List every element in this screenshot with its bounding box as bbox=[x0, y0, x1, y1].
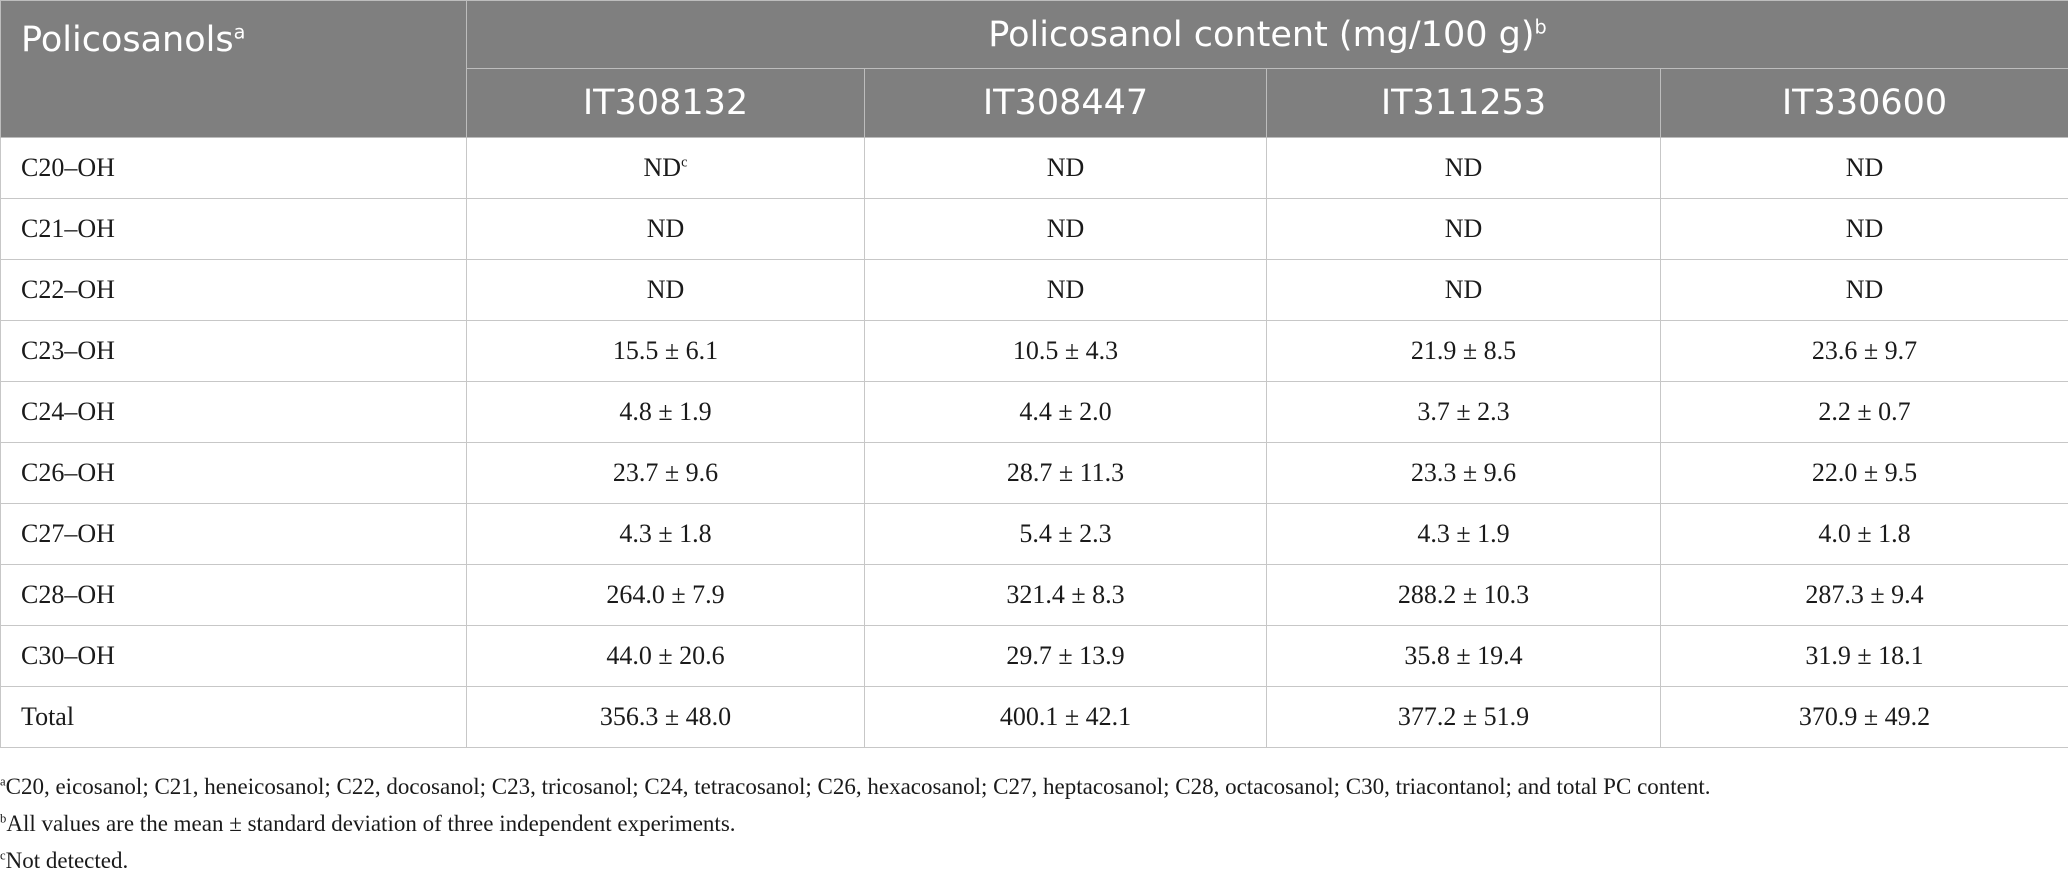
table-cell: 4.3 ± 1.8 bbox=[466, 503, 865, 565]
table-cell: 4.8 ± 1.9 bbox=[466, 381, 865, 443]
row-label: C27–OH bbox=[0, 503, 467, 565]
row-label: C23–OH bbox=[0, 320, 467, 382]
row-label: C26–OH bbox=[0, 442, 467, 504]
table-cell: ND bbox=[1660, 137, 2068, 199]
table-row: C30–OH 44.0 ± 20.6 29.7 ± 13.9 35.8 ± 19… bbox=[0, 625, 2068, 687]
table-cell: ND bbox=[466, 259, 865, 321]
table-row: C28–OH 264.0 ± 7.9 321.4 ± 8.3 288.2 ± 1… bbox=[0, 564, 2068, 626]
table-cell: ND bbox=[864, 198, 1267, 260]
table-cell: 29.7 ± 13.9 bbox=[864, 625, 1267, 687]
table-cell: 35.8 ± 19.4 bbox=[1266, 625, 1661, 687]
column-header-it311253: IT311253 bbox=[1266, 68, 1661, 138]
table-cell: 44.0 ± 20.6 bbox=[466, 625, 865, 687]
row-label: Total bbox=[0, 686, 467, 748]
table-cell: 377.2 ± 51.9 bbox=[1266, 686, 1661, 748]
table-cell: ND bbox=[466, 198, 865, 260]
policosanols-header: Policosanolsa bbox=[0, 0, 467, 138]
table-cell: 10.5 ± 4.3 bbox=[864, 320, 1267, 382]
table-row: C23–OH 15.5 ± 6.1 10.5 ± 4.3 21.9 ± 8.5 … bbox=[0, 320, 2068, 382]
row-label: C22–OH bbox=[0, 259, 467, 321]
table-cell: 356.3 ± 48.0 bbox=[466, 686, 865, 748]
table-row: C21–OH ND ND ND ND bbox=[0, 198, 2068, 260]
table-footnotes: aC20, eicosanol; C21, heneicosanol; C22,… bbox=[0, 768, 2068, 879]
table-row: C26–OH 23.7 ± 9.6 28.7 ± 11.3 23.3 ± 9.6… bbox=[0, 442, 2068, 504]
footnote-b: bAll values are the mean ± standard devi… bbox=[0, 811, 736, 836]
footnote-a: aC20, eicosanol; C21, heneicosanol; C22,… bbox=[0, 774, 1711, 799]
table-cell: ND bbox=[1660, 198, 2068, 260]
footnote-c: cNot detected. bbox=[0, 848, 129, 873]
table-body: C20–OH NDc ND ND ND C21–OH ND ND ND ND C… bbox=[0, 137, 2068, 748]
table-cell: 23.3 ± 9.6 bbox=[1266, 442, 1661, 504]
row-label: C24–OH bbox=[0, 381, 467, 443]
table-cell: 3.7 ± 2.3 bbox=[1266, 381, 1661, 443]
table-cell: 400.1 ± 42.1 bbox=[864, 686, 1267, 748]
table-header: Policosanolsa Policosanol content (mg/10… bbox=[0, 0, 2068, 138]
table-cell: ND bbox=[1660, 259, 2068, 321]
content-group-header: Policosanol content (mg/100 g)b bbox=[466, 0, 2068, 69]
table-cell: 23.6 ± 9.7 bbox=[1660, 320, 2068, 382]
table-cell: 5.4 ± 2.3 bbox=[864, 503, 1267, 565]
table-cell: ND bbox=[864, 137, 1267, 199]
table-cell: 2.2 ± 0.7 bbox=[1660, 381, 2068, 443]
table-row: Total 356.3 ± 48.0 400.1 ± 42.1 377.2 ± … bbox=[0, 686, 2068, 748]
table-cell: 287.3 ± 9.4 bbox=[1660, 564, 2068, 626]
table-row: C22–OH ND ND ND ND bbox=[0, 259, 2068, 321]
table-cell: 288.2 ± 10.3 bbox=[1266, 564, 1661, 626]
row-label: C20–OH bbox=[0, 137, 467, 199]
table-cell: 22.0 ± 9.5 bbox=[1660, 442, 2068, 504]
table-cell: 31.9 ± 18.1 bbox=[1660, 625, 2068, 687]
table-cell: ND bbox=[1266, 198, 1661, 260]
table-cell: ND bbox=[864, 259, 1267, 321]
table-row: C24–OH 4.8 ± 1.9 4.4 ± 2.0 3.7 ± 2.3 2.2… bbox=[0, 381, 2068, 443]
table-cell: 264.0 ± 7.9 bbox=[466, 564, 865, 626]
column-header-it330600: IT330600 bbox=[1660, 68, 2068, 138]
table-row: C27–OH 4.3 ± 1.8 5.4 ± 2.3 4.3 ± 1.9 4.0… bbox=[0, 503, 2068, 565]
table-cell: 15.5 ± 6.1 bbox=[466, 320, 865, 382]
policosanol-table: Policosanolsa Policosanol content (mg/10… bbox=[0, 0, 2068, 748]
row-label: C30–OH bbox=[0, 625, 467, 687]
table-cell: 370.9 ± 49.2 bbox=[1660, 686, 2068, 748]
table-cell: NDc bbox=[466, 137, 865, 199]
table-cell: 21.9 ± 8.5 bbox=[1266, 320, 1661, 382]
policosanol-table-container: Policosanolsa Policosanol content (mg/10… bbox=[0, 0, 2068, 748]
table-cell: ND bbox=[1266, 137, 1661, 199]
table-row: C20–OH NDc ND ND ND bbox=[0, 137, 2068, 199]
column-header-it308132: IT308132 bbox=[466, 68, 865, 138]
row-label: C28–OH bbox=[0, 564, 467, 626]
table-cell: 4.0 ± 1.8 bbox=[1660, 503, 2068, 565]
table-cell: 321.4 ± 8.3 bbox=[864, 564, 1267, 626]
table-cell: 23.7 ± 9.6 bbox=[466, 442, 865, 504]
table-cell: 28.7 ± 11.3 bbox=[864, 442, 1267, 504]
row-label: C21–OH bbox=[0, 198, 467, 260]
table-cell: ND bbox=[1266, 259, 1661, 321]
table-cell: 4.3 ± 1.9 bbox=[1266, 503, 1661, 565]
table-cell: 4.4 ± 2.0 bbox=[864, 381, 1267, 443]
column-header-it308447: IT308447 bbox=[864, 68, 1267, 138]
